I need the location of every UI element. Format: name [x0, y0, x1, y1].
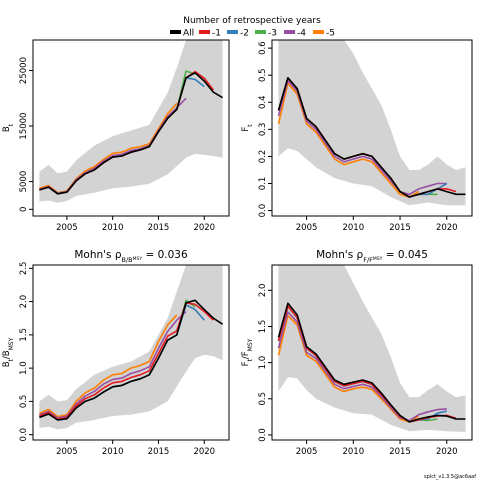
panel-title-sub2: MSY: [373, 256, 383, 262]
plot-frame: [32, 39, 230, 217]
y-tick-label: 0.5: [258, 68, 268, 82]
y-tick-label: 0.3: [258, 123, 268, 137]
y-tick-label: 0.5: [258, 392, 268, 406]
panel-relative-biomass: 2005 2010 2015 20200.00.51.01.52.02.5Bt/BMS…: [2, 249, 230, 457]
series-line-all: [277, 302, 466, 423]
x-tick-label: 2010: [102, 223, 124, 233]
panel-title-value: = 0.045: [382, 249, 428, 261]
panel-title-sub: F/F: [363, 256, 373, 264]
x-tick-label: 2020: [436, 447, 458, 457]
y-axis-label-main: F: [241, 361, 251, 366]
y-tick-label: 5000: [19, 171, 29, 193]
y-axis-label-sub: t: [8, 358, 15, 361]
x-tick-label: 2010: [342, 223, 364, 233]
confidence-band: [39, 40, 223, 203]
legend-label-2: -2: [240, 29, 249, 39]
y-tick-label: 1.0: [19, 361, 29, 375]
panel-title-main: Mohn's ρ: [74, 249, 121, 261]
y-axis-label: Bt/BMSY: [2, 337, 15, 367]
legend-label-1: -1: [212, 29, 221, 39]
series-line-retro-5: [39, 314, 178, 418]
y-tick-label: 0: [19, 207, 29, 212]
panel-relative-fishing-mortality: 2005 2010 2015 20200.00.51.01.52.0Ft/FMSYMo…: [241, 249, 473, 457]
panel-title-sub: B/B: [122, 256, 133, 264]
y-tick-label: 0.0: [258, 204, 268, 218]
y-tick-label: 0.1: [258, 177, 268, 191]
y-tick-label: 2.0: [19, 295, 29, 309]
legend-label-5: -5: [326, 29, 335, 39]
y-axis-label-sub: t: [247, 124, 254, 127]
y-axis-label-main: B: [2, 361, 12, 367]
y-tick-label: 1.5: [19, 328, 29, 342]
y-axis-label-sub: t: [247, 358, 254, 361]
y-axis-label-main: F: [241, 127, 251, 132]
legend-label-3: -3: [268, 29, 277, 39]
panel-title: Mohn's ρF/FMSY = 0.045: [316, 249, 428, 264]
series-line-all: [277, 77, 466, 198]
x-tick-label: 2005: [56, 223, 78, 233]
y-axis-label: Bt: [2, 123, 15, 132]
x-tick-label: 2015: [148, 447, 170, 457]
x-tick-label: 2020: [193, 223, 215, 233]
legend-entries: All -1 -2 -3 -4 -5: [170, 29, 335, 39]
y-tick-label: 0.4: [258, 96, 268, 110]
y-tick-label: 25000: [19, 57, 29, 84]
y-tick-label: 0.5: [19, 395, 29, 409]
confidence-band: [39, 265, 223, 430]
legend-label-all: All: [183, 29, 194, 39]
y-axis-label: Ft: [241, 124, 254, 132]
panel-title-sub2: MSY: [133, 256, 143, 262]
y-tick-label: 2.0: [258, 284, 268, 298]
series-line-retro-4: [39, 311, 187, 419]
series-line-retro-4: [277, 79, 447, 196]
plot-frame: [32, 264, 230, 441]
legend-title: Number of retrospective years: [183, 16, 321, 26]
series-line-all: [39, 299, 224, 421]
y-axis-label-sub: t: [8, 123, 15, 126]
plot-frame: [271, 39, 473, 217]
y-axis-label-sub2: MSY: [247, 338, 254, 351]
legend-label-4: -4: [297, 29, 306, 39]
series-line-retro-5: [277, 314, 420, 423]
y-axis-label-main: B: [2, 126, 12, 132]
y-tick-label: 1.0: [258, 356, 268, 370]
x-tick-label: 2005: [296, 223, 318, 233]
y-axis-label-main2: B: [2, 350, 12, 356]
panel-title-main: Mohn's ρ: [316, 249, 363, 261]
x-tick-label: 2005: [56, 447, 78, 457]
x-tick-label: 2010: [102, 447, 124, 457]
y-axis-label-slash: /: [241, 356, 251, 359]
series-line-retro-4: [277, 311, 447, 422]
confidence-band: [278, 40, 466, 206]
x-tick-label: 2005: [296, 447, 318, 457]
x-tick-label: 2020: [193, 447, 215, 457]
y-tick-label: 15000: [19, 113, 29, 140]
panel-title-value: = 0.036: [142, 249, 188, 261]
y-axis-label-slash: /: [2, 356, 12, 359]
panel-title: Mohn's ρB/BMSY = 0.036: [74, 249, 188, 264]
legend: Number of retrospective years All -1 -2 -3 -…: [170, 16, 335, 39]
y-tick-label: 0.6: [258, 41, 268, 55]
x-tick-label: 2010: [342, 447, 364, 457]
series-line-retro-5: [277, 82, 420, 198]
series-line-all: [39, 72, 224, 195]
y-axis-label-sub2: MSY: [8, 337, 15, 350]
y-tick-label: 0.2: [258, 150, 268, 164]
y-axis-label: Ft/FMSY: [241, 338, 254, 366]
confidence-band: [278, 265, 466, 432]
x-tick-label: 2015: [389, 223, 411, 233]
plot-frame: [271, 264, 473, 441]
footer-note: spict_v1.3.5@ac6aaf: [424, 474, 476, 480]
panel-biomass: 2005 2010 2015 2020 0 5000 15000 25000 Bt: [2, 39, 230, 233]
x-tick-label: 2015: [389, 447, 411, 457]
x-tick-label: 2020: [436, 223, 458, 233]
y-tick-label: 0.0: [258, 428, 268, 442]
y-tick-label: 2.5: [19, 262, 29, 276]
x-tick-label: 2015: [148, 223, 170, 233]
y-axis-label-main2: F: [241, 351, 251, 356]
panel-fishing-mortality: 2005 2010 2015 2020 0.0 0.1 0.2 0.3 0.4 0.5 0.6 Ft: [241, 39, 473, 233]
y-tick-label: 1.5: [258, 320, 268, 334]
y-tick-label: 0.0: [19, 428, 29, 442]
